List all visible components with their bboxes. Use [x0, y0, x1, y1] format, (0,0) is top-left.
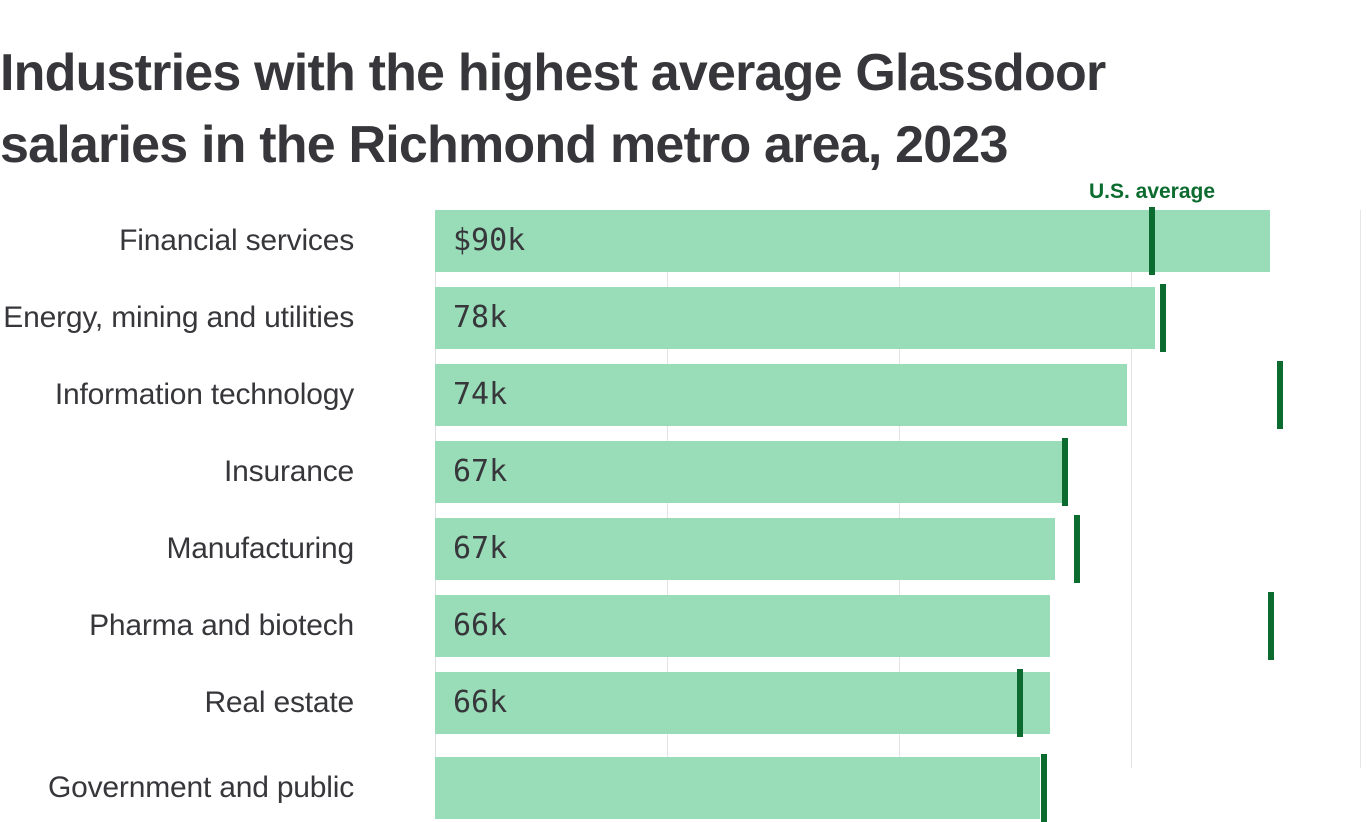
us-average-marker[interactable]	[1062, 438, 1068, 506]
us-average-marker[interactable]	[1149, 207, 1155, 275]
bar[interactable]	[435, 441, 1064, 503]
us-average-marker[interactable]	[1160, 284, 1166, 352]
us-average-marker[interactable]	[1074, 515, 1080, 583]
chart-row: Government and public	[0, 754, 1366, 822]
bar[interactable]	[435, 210, 1270, 272]
category-label: Insurance	[224, 455, 354, 488]
us-average-marker[interactable]	[1277, 361, 1283, 429]
category-label: Government and public	[48, 771, 354, 804]
bar-value-label: $90k	[453, 223, 526, 258]
gridline-2	[1131, 210, 1133, 768]
category-label: Pharma and biotech	[89, 609, 354, 642]
category-label: Energy, mining and utilities	[3, 301, 354, 334]
bar-value-label: 67k	[453, 454, 508, 489]
bar[interactable]	[435, 364, 1127, 426]
bar-value-label: 78k	[453, 300, 508, 335]
us-average-marker[interactable]	[1268, 592, 1274, 660]
plot-area: Financial services $90k Energy, mining and…	[0, 207, 1366, 822]
bar[interactable]	[435, 287, 1155, 349]
chart-row: Pharma and biotech 66k	[0, 592, 1366, 660]
bar-value-label: 66k	[453, 685, 508, 720]
plot-right-edge	[1360, 210, 1362, 768]
chart-container: Industries with the highest average Glas…	[0, 43, 1366, 822]
category-label: Financial services	[119, 224, 354, 257]
us-average-marker[interactable]	[1041, 754, 1047, 822]
chart-row: Information technology 74k	[0, 361, 1366, 429]
bar[interactable]	[435, 757, 1040, 819]
chart-row: Insurance 67k	[0, 438, 1366, 506]
category-label: Real estate	[204, 686, 354, 719]
chart-row: Financial services $90k	[0, 207, 1366, 275]
chart-row: Manufacturing 67k	[0, 515, 1366, 583]
bar[interactable]	[435, 672, 1050, 734]
legend-us-average-label: U.S. average	[1088, 180, 1216, 203]
bar[interactable]	[435, 518, 1055, 580]
bar-value-label: 66k	[453, 608, 508, 643]
page-title: Industries with the highest average Glas…	[0, 43, 1106, 174]
bar-value-label: 67k	[453, 531, 508, 566]
chart-row: Energy, mining and utilities 78k	[0, 284, 1366, 352]
chart-row: Real estate 66k	[0, 669, 1366, 737]
bar[interactable]	[435, 595, 1050, 657]
category-label: Information technology	[54, 378, 354, 411]
us-average-marker[interactable]	[1017, 669, 1023, 737]
category-label: Manufacturing	[166, 532, 354, 565]
bar-value-label: 74k	[453, 377, 508, 412]
